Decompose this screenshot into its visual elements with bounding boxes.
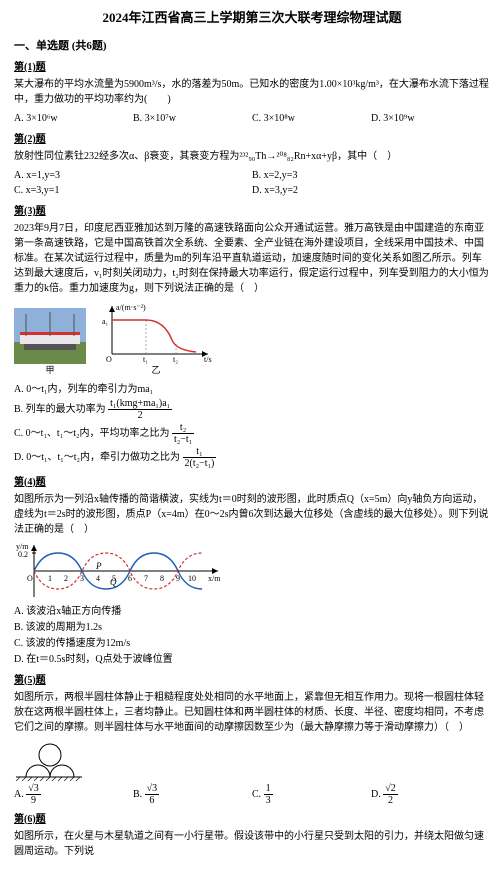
q3-opt-d: D. 0～t₁、t₁～t₂内，牵引力做功之比为 t₁2(t₂−t₁) (14, 446, 490, 469)
q1-opt-b: B. 3×10⁷w (133, 111, 252, 126)
y-axis-label: a/(m·s⁻²) (116, 303, 146, 312)
q5-opt-d: D. √22 (371, 783, 490, 806)
wave-graph: y/m x/m 0.2 O 123 456 789 10 P Q (14, 541, 224, 603)
q5-figure (14, 739, 490, 781)
q3-body: 2023年9月7日，印度尼西亚雅加达到万隆的高速铁路面向公众开通试运营。雅万高铁… (14, 221, 490, 296)
q2-opt-b: B. x=2,y=3 (252, 168, 490, 183)
q5-opt-b: B. √36 (133, 783, 252, 806)
q2-opt-a: A. x=1,y=3 (14, 168, 252, 183)
q1-opt-d: D. 3×10⁹w (371, 111, 490, 126)
q1-body: 某大瀑布的平均水流量为5900m³/s，水的落差为50m。已知水的密度为1.00… (14, 77, 490, 107)
q2-number: 第(2)题 (14, 132, 490, 147)
svg-text:O: O (27, 574, 33, 583)
q3-opt-a: A. 0～t₁内，列车的牵引力为ma₁ (14, 382, 490, 397)
train-photo-placeholder (14, 308, 86, 364)
q6-number: 第(6)题 (14, 812, 490, 827)
q2-options: A. x=1,y=3 B. x=2,y=3 C. x=3,y=1 D. x=3,… (14, 168, 490, 198)
q3-opt-b: B. 列车的最大功率为 t₁(kmg+ma₁)a₁2 (14, 398, 490, 421)
origin-label: O (106, 355, 112, 364)
svg-text:4: 4 (96, 574, 100, 583)
q3-fig-photo: 甲 (14, 308, 86, 378)
q4-number: 第(4)题 (14, 475, 490, 490)
q1-opt-a: A. 3×10⁶w (14, 111, 133, 126)
x-axis-label: t/s (204, 355, 212, 364)
q3-fig-graph: a/(m·s⁻²) t/s a₁ O t₁ t₂ 乙 (96, 300, 216, 378)
svg-text:Q: Q (110, 577, 117, 587)
q4-opt-d: D. 在t＝0.5s时刻，Q点处于波峰位置 (14, 652, 490, 667)
q1-number: 第(1)题 (14, 60, 490, 75)
svg-text:0.2: 0.2 (18, 550, 28, 559)
page-title: 2024年江西省高三上学期第三次大联考理综物理试题 (14, 8, 490, 28)
q3-number: 第(3)题 (14, 204, 490, 219)
q4-opt-b: B. 该波的周期为1.2s (14, 620, 490, 635)
svg-text:7: 7 (144, 574, 148, 583)
q2-opt-d: D. x=3,y=2 (252, 183, 490, 198)
q4-opt-c: C. 该波的传播速度为12m/s (14, 636, 490, 651)
q4-body: 如图所示为一列沿x轴传播的简谐横波，实线为t＝0时刻的波形图，此时质点Q（x=5… (14, 492, 490, 537)
q5-number: 第(5)题 (14, 673, 490, 688)
q2-opt-c: C. x=3,y=1 (14, 183, 252, 198)
q5-body: 如图所示，两根半圆柱体静止于粗糙程度处处相同的水平地面上，紧靠但无相互作用力。现… (14, 690, 490, 735)
q6-body: 如图所示，在火星与木星轨道之间有一小行星带。假设该带中的小行星只受到太阳的引力，… (14, 829, 490, 859)
q5-opt-a: A. √39 (14, 783, 133, 806)
q1-opt-c: C. 3×10⁸w (252, 111, 371, 126)
svg-text:x/m: x/m (208, 574, 221, 583)
t1-label: t₁ (143, 355, 148, 364)
t2-label: t₂ (173, 355, 178, 364)
q5-options: A. √39 B. √36 C. 13 D. √22 (14, 783, 490, 806)
svg-text:P: P (95, 561, 102, 571)
q3-figures: 甲 a/(m·s⁻²) t/s a₁ O t₁ t₂ 乙 (14, 300, 490, 378)
svg-text:10: 10 (188, 574, 196, 583)
cylinders-figure (14, 739, 84, 781)
q4-wave-figure: y/m x/m 0.2 O 123 456 789 10 P Q (14, 541, 490, 603)
q2-body: 放射性同位素钍232经多次α、β衰变，其衰变方程为²³²₉₀Th→²⁰⁸₈₂Rn… (14, 149, 490, 164)
q5-opt-c: C. 13 (252, 783, 371, 806)
a1-label: a₁ (102, 317, 109, 326)
q1-options: A. 3×10⁶w B. 3×10⁷w C. 3×10⁸w D. 3×10⁹w (14, 111, 490, 126)
accel-time-graph: a/(m·s⁻²) t/s a₁ O t₁ t₂ (96, 300, 216, 364)
q3-opt-c: C. 0～t₁、t₁～t₂内，平均功率之比为 t₂t₂−t₁ (14, 422, 490, 445)
q3-cap1: 甲 (14, 364, 86, 378)
svg-text:1: 1 (48, 574, 52, 583)
q3-cap2: 乙 (96, 364, 216, 378)
svg-text:2: 2 (64, 574, 68, 583)
section-heading: 一、单选题 (共6题) (14, 38, 490, 55)
q4-opt-a: A. 该波沿x轴正方向传播 (14, 604, 490, 619)
q3-options: A. 0～t₁内，列车的牵引力为ma₁ B. 列车的最大功率为 t₁(kmg+m… (14, 382, 490, 469)
q4-options: A. 该波沿x轴正方向传播 B. 该波的周期为1.2s C. 该波的传播速度为1… (14, 604, 490, 667)
svg-text:8: 8 (160, 574, 164, 583)
